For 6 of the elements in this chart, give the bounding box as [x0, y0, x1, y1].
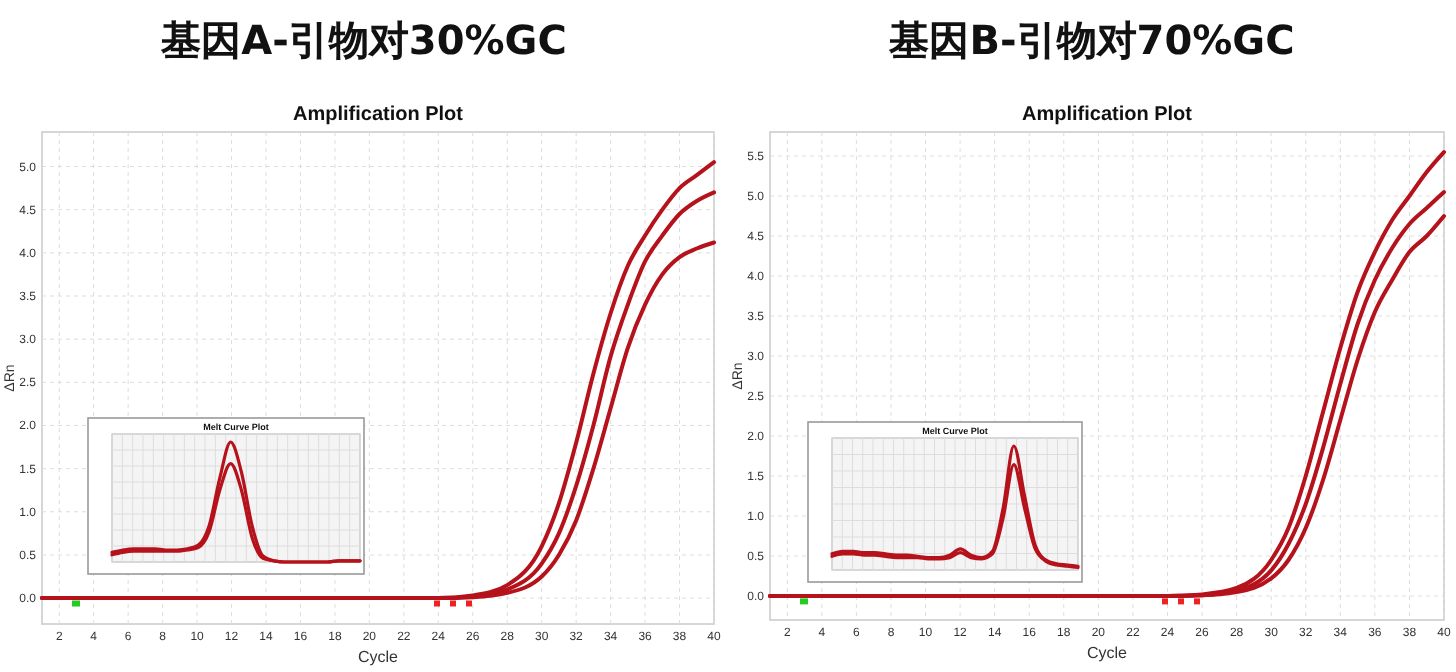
- x-axis-title: Cycle: [1086, 644, 1129, 662]
- chart-title: 基因B-引物对70%GC: [887, 16, 1295, 64]
- chart-subtitle: Amplification Plot: [293, 104, 465, 126]
- chart-title: 基因A-引物对30%GC: [159, 16, 567, 64]
- x-axis-title: Cycle: [357, 648, 400, 666]
- chart-subtitle: Amplification Plot: [1022, 104, 1194, 126]
